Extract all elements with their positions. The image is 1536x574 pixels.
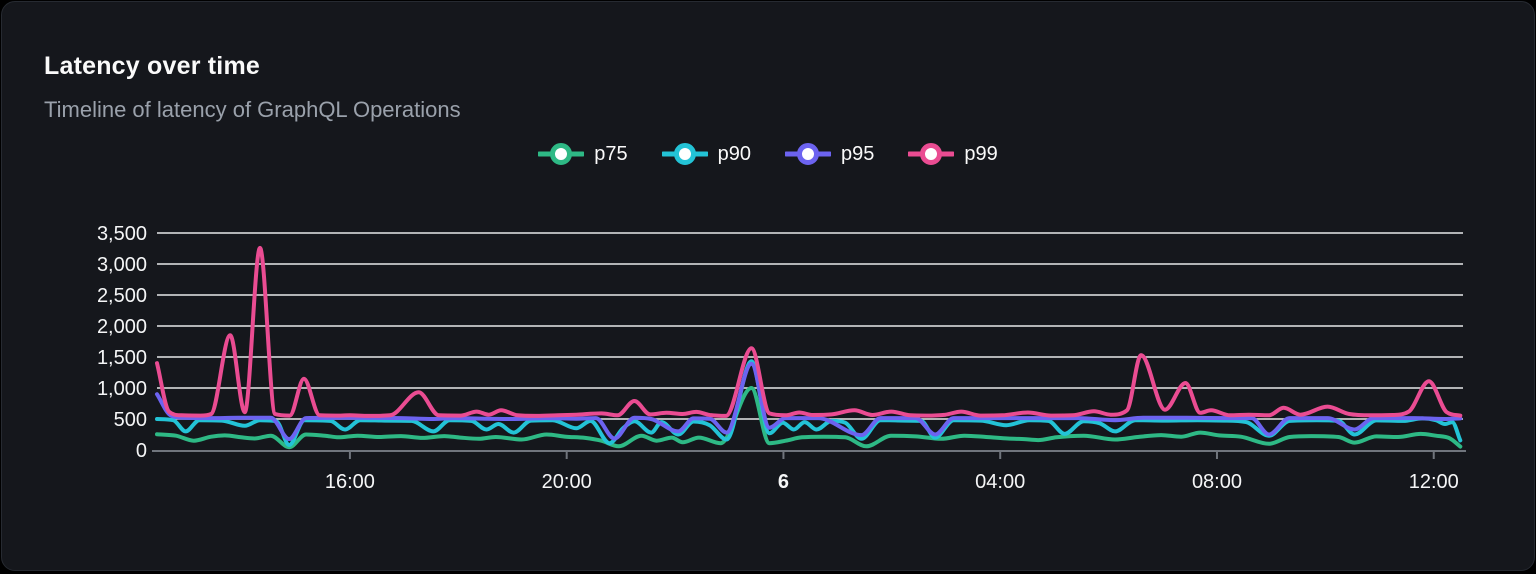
- chart-plot-area[interactable]: [157, 212, 1463, 454]
- y-axis-label: 1,000: [97, 378, 147, 400]
- y-axis-label: 0: [136, 440, 147, 462]
- y-axis-label: 2,500: [97, 285, 147, 307]
- x-axis-label: 6: [778, 471, 789, 493]
- y-axis-label: 3,000: [97, 254, 147, 276]
- x-axis-label: 12:00: [1409, 471, 1459, 493]
- x-axis-label: 08:00: [1192, 471, 1242, 493]
- x-axis-label: 04:00: [975, 471, 1025, 493]
- y-axis-label: 3,500: [97, 223, 147, 245]
- x-axis-label: 16:00: [325, 471, 375, 493]
- x-axis-label: 20:00: [542, 471, 592, 493]
- y-axis-label: 500: [114, 409, 147, 431]
- y-axis-label: 1,500: [97, 347, 147, 369]
- y-axis-label: 2,000: [97, 316, 147, 338]
